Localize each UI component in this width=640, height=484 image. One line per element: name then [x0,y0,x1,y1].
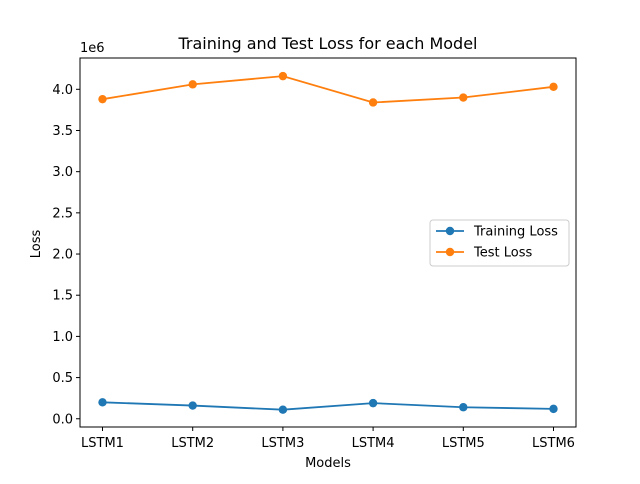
legend-box [429,219,570,267]
legend-label: Test Loss [473,246,532,261]
legend-label: Training Loss [473,225,558,240]
legend-marker [445,247,455,257]
legend-marker [445,226,455,236]
data-point [368,398,378,408]
chart-title: Training and Test Loss for each Model [178,34,478,53]
y-tick-label: 2.5 [52,206,73,221]
x-tick-label: LSTM5 [442,436,485,451]
y-tick-label: 4.0 [52,83,73,98]
data-point [278,405,288,414]
data-point [368,98,378,107]
data-point [188,80,197,89]
y-tick-label: 1.5 [52,289,73,304]
y-axis-offset-label: 1e6 [80,41,105,56]
data-point [278,71,288,81]
data-point [98,398,107,407]
data-point [188,401,197,410]
plot-frame [79,57,577,428]
x-tick-label: LSTM2 [171,436,214,451]
x-tick-label: LSTM6 [532,436,575,451]
y-tick-label: 0.5 [52,371,73,386]
data-point [549,404,558,414]
plot-area: 0.0 0.5 1.0 1.5 2.0 2.5 3.0 3.5 4.0 LSTM1 LSTM2 LST… [52,57,577,451]
y-axis-label: Loss [29,230,44,259]
data-point [98,94,107,104]
y-tick-label: 3.5 [52,124,73,139]
series-line-2 [102,75,554,104]
y-tick-label: 0.0 [52,412,73,427]
x-tick-label: LSTM4 [352,436,395,451]
y-tick-label: 3.0 [52,165,73,180]
data-point [459,403,468,412]
y-tick-label: 1.0 [52,330,73,345]
legend: Training Loss Test Loss [429,219,570,267]
data-point [459,93,468,102]
x-axis-label: Models [305,456,351,471]
series-line-1 [102,401,554,411]
x-tick-label: LSTM3 [261,436,304,451]
data-point [549,82,558,92]
y-tick-label: 2.0 [52,248,73,263]
x-tick-label: LSTM1 [81,436,124,451]
